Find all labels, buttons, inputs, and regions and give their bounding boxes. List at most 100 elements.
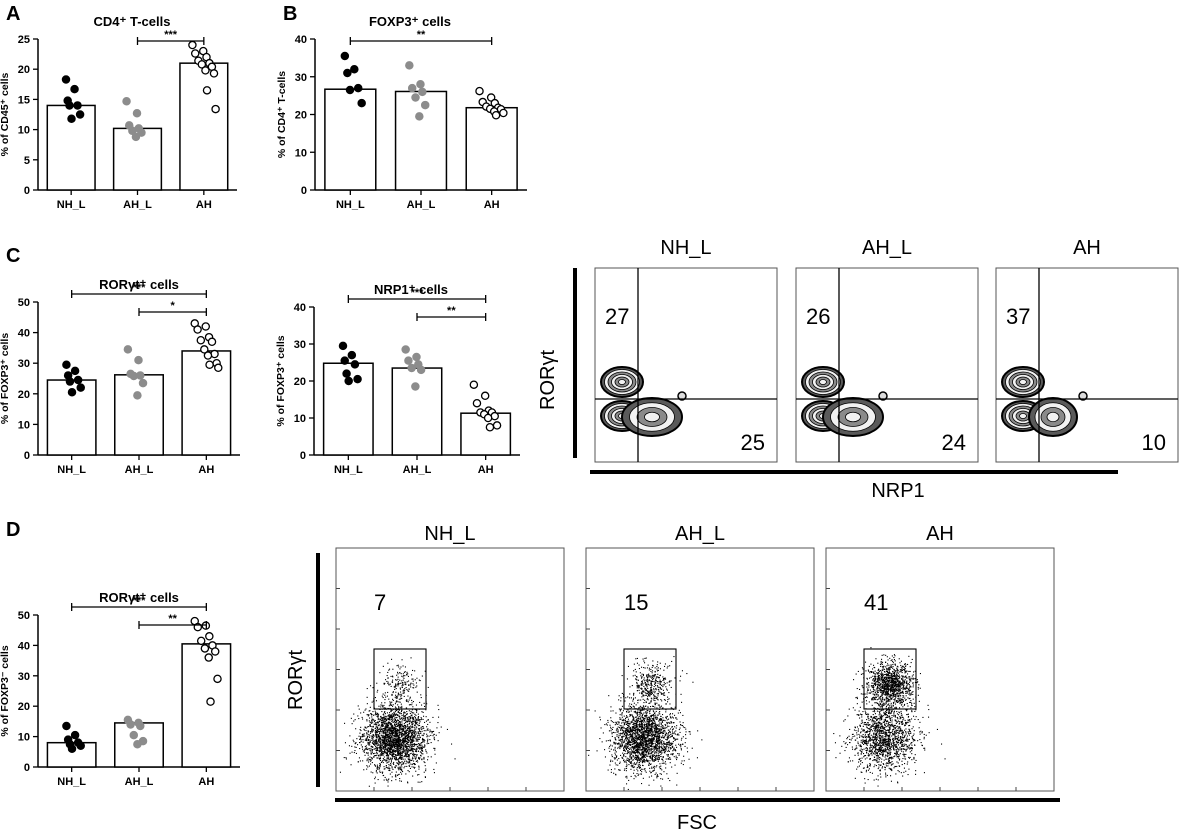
cell-event [393,711,395,713]
cell-event [421,759,423,761]
cell-event [640,728,642,730]
cell-event [374,764,376,766]
cell-event [616,756,618,758]
cell-event [641,681,643,683]
cell-event [429,729,431,731]
cell-event [658,725,660,727]
cell-event [656,774,658,776]
cell-event [666,742,668,744]
cell-event [416,721,418,723]
cell-event [395,684,397,686]
cell-event [631,721,633,723]
cell-event [638,668,640,670]
cell-event [650,700,652,702]
cell-event [642,744,644,746]
data-point [65,377,75,386]
cell-event [401,721,403,723]
cell-event [362,735,364,737]
cell-event [672,750,674,752]
cell-event [410,729,412,731]
cell-event [382,740,384,742]
cell-event [640,722,642,724]
cell-event [621,716,623,718]
cell-event [386,747,388,749]
cell-event [407,735,409,737]
cell-event [421,746,423,748]
cell-event [387,715,389,717]
cell-event [405,682,407,684]
cell-event [391,766,393,768]
cell-event [647,664,649,666]
cell-event [425,720,427,722]
cell-event [386,779,388,781]
cell-event [666,716,668,718]
bar [324,88,377,191]
cell-event [650,723,652,725]
cell-event [404,735,406,737]
cell-event [366,714,368,716]
cell-event [689,733,691,735]
cell-event [394,747,396,749]
cell-event [652,660,654,662]
cell-event [653,715,655,717]
cell-event [384,694,386,696]
cell-event [414,763,416,765]
cell-event [409,760,411,762]
cell-event [626,767,628,769]
cell-event [380,734,382,736]
cell-event [399,745,401,747]
cell-event [394,758,396,760]
cell-event [645,754,647,756]
cell-event [431,732,433,734]
cell-event [417,724,419,726]
cell-event [371,749,373,751]
cell-event [398,760,400,762]
cell-event [399,728,401,730]
cell-event [420,732,422,734]
cell-event [638,762,640,764]
cell-event [373,742,375,744]
cell-event [409,720,411,722]
data-point [133,391,142,400]
cell-event [678,743,680,745]
cell-event [648,732,650,734]
y-tick-label: 20 [295,110,307,122]
cell-event [626,711,628,713]
cell-event [674,749,676,751]
cell-event [624,745,626,747]
cell-event [433,768,435,770]
cell-event [397,695,399,697]
cell-event [661,745,663,747]
cell-event [404,716,406,718]
cell-event [641,745,643,747]
cell-event [413,684,415,686]
cell-event [372,711,374,713]
cell-event [385,740,387,742]
y-tick-label: 50 [18,297,30,309]
cell-event [651,728,653,730]
cell-event [395,684,397,686]
cell-event [651,754,653,756]
cell-event [645,683,647,685]
cell-event [628,748,630,750]
cell-event [398,715,400,717]
cell-event [389,746,391,748]
cell-event [406,750,408,752]
cell-event [638,746,640,748]
cell-event [653,720,655,722]
bar [394,90,448,191]
cell-event [380,761,382,763]
cell-event [406,700,408,702]
cell-event [387,743,389,745]
cell-event [661,693,663,695]
cell-event [417,731,419,733]
cell-event [662,693,664,695]
cell-event [395,759,397,761]
x-tick-label: NH_L [334,464,363,476]
cell-event [366,765,368,767]
cell-event [615,764,617,766]
cell-event [626,757,628,759]
cell-event [672,753,674,755]
cell-event [391,720,393,722]
cell-event [399,732,401,734]
